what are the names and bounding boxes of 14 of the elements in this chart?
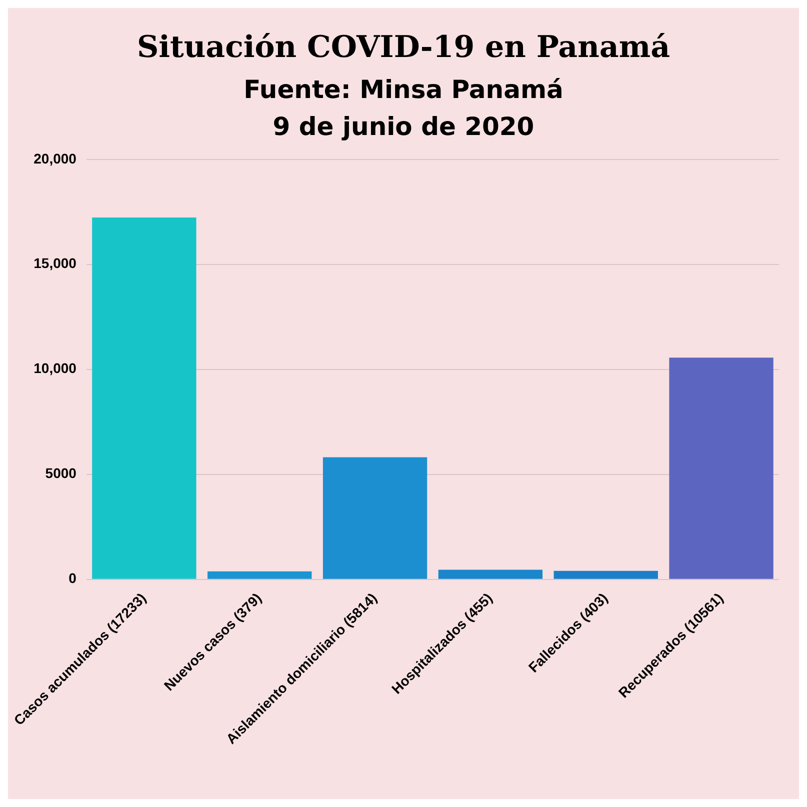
y-tick-label: 10,000 <box>34 360 77 376</box>
y-tick-label: 0 <box>68 570 77 586</box>
bar <box>92 218 196 579</box>
text: 9 de junio de 2020 <box>272 112 536 141</box>
chart-subtitle: Fuente: Minsa Panamá <box>242 75 564 104</box>
bar <box>438 570 543 579</box>
y-tick-label: 15,000 <box>34 255 77 272</box>
bar <box>208 571 312 579</box>
bar <box>322 457 428 579</box>
bar <box>554 570 658 579</box>
bar <box>669 358 774 579</box>
y-tick-label: 20,000 <box>34 150 77 166</box>
y-tick-label: 5000 <box>45 465 77 482</box>
chart-title: Situación COVID-19 en Panamá <box>136 29 672 65</box>
